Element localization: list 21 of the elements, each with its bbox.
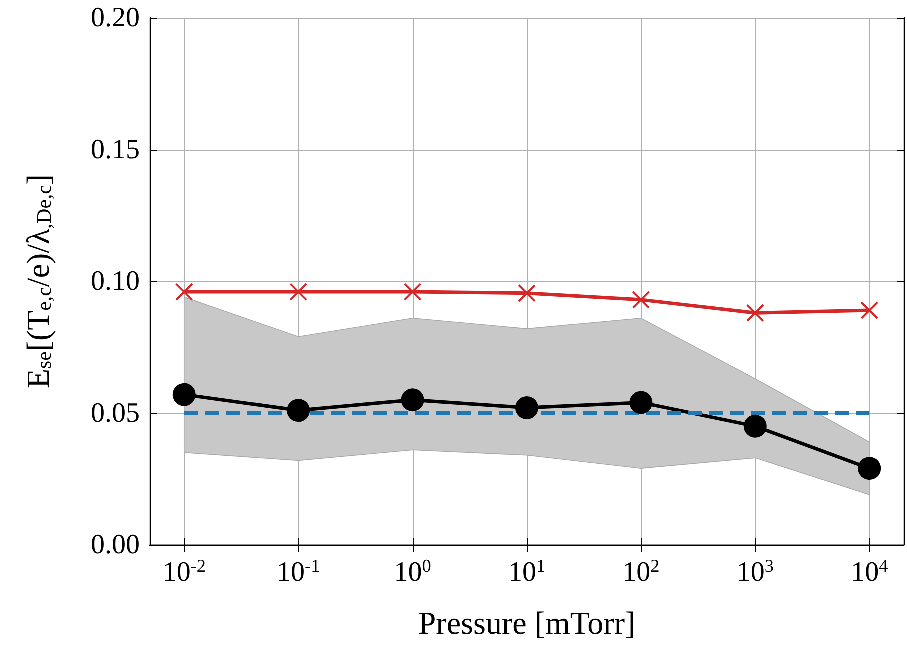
point <box>287 399 310 422</box>
point <box>858 457 882 480</box>
point <box>630 391 653 414</box>
y-tick-label: 0.15 <box>91 134 140 166</box>
point <box>744 414 767 438</box>
point <box>516 396 538 420</box>
point <box>175 283 194 302</box>
y-tick-label: 0.00 <box>91 530 140 560</box>
point <box>518 284 536 302</box>
point <box>746 304 764 322</box>
point <box>632 290 650 309</box>
point <box>290 283 308 302</box>
y-tick-label: 0.20 <box>91 2 140 34</box>
y-tick-label: 0.10 <box>91 266 140 297</box>
point <box>860 301 879 320</box>
point <box>401 388 424 412</box>
y-axis-title: Ese[(Te,c/e)/λ,De,c] <box>20 174 56 389</box>
x-axis-title: Pressure [mTorr] <box>418 605 636 641</box>
point <box>172 383 196 406</box>
point <box>404 283 422 302</box>
y-tick-label: 0.05 <box>91 398 140 429</box>
